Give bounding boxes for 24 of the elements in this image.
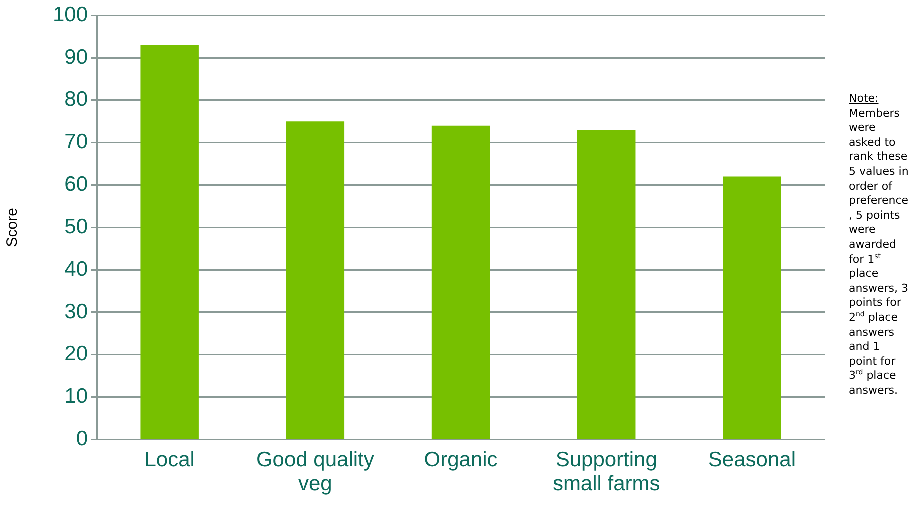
x-tick-label: Seasonal [708,448,796,472]
x-tick-label: Good quality veg [256,448,375,496]
y-tick-label: 40 [64,258,88,281]
bar [286,122,345,439]
y-tick-label: 30 [64,300,88,324]
x-tick-label: Local [144,448,195,472]
bar [723,176,782,439]
text: Members were asked to rank these 5 values in order of preference, 5 points were awarded for 1$^{st}$ place answers, 3 points for 2$^{nd}$ place answers and 1 point for 3$^{rd}$ place answers. [849,106,909,397]
bar [577,130,636,439]
text: Note: [849,92,880,107]
y-tick-label: 90 [64,46,88,69]
y-tick-label: 10 [64,385,88,408]
x-tick-label: Organic [424,448,498,472]
y-tick-label: 60 [64,173,88,196]
y-tick-label: 70 [64,130,88,154]
y-tick-label: 20 [64,342,88,366]
bar [140,45,199,439]
y-tick-label: 0 [76,427,88,450]
y-axis-title: Score [4,208,22,248]
y-tick-label: 100 [52,3,88,26]
x-tick-label: Supporting small farms [552,448,660,496]
y-tick-label: 80 [64,88,88,112]
y-tick-label: 50 [64,215,88,238]
bar [432,126,490,439]
